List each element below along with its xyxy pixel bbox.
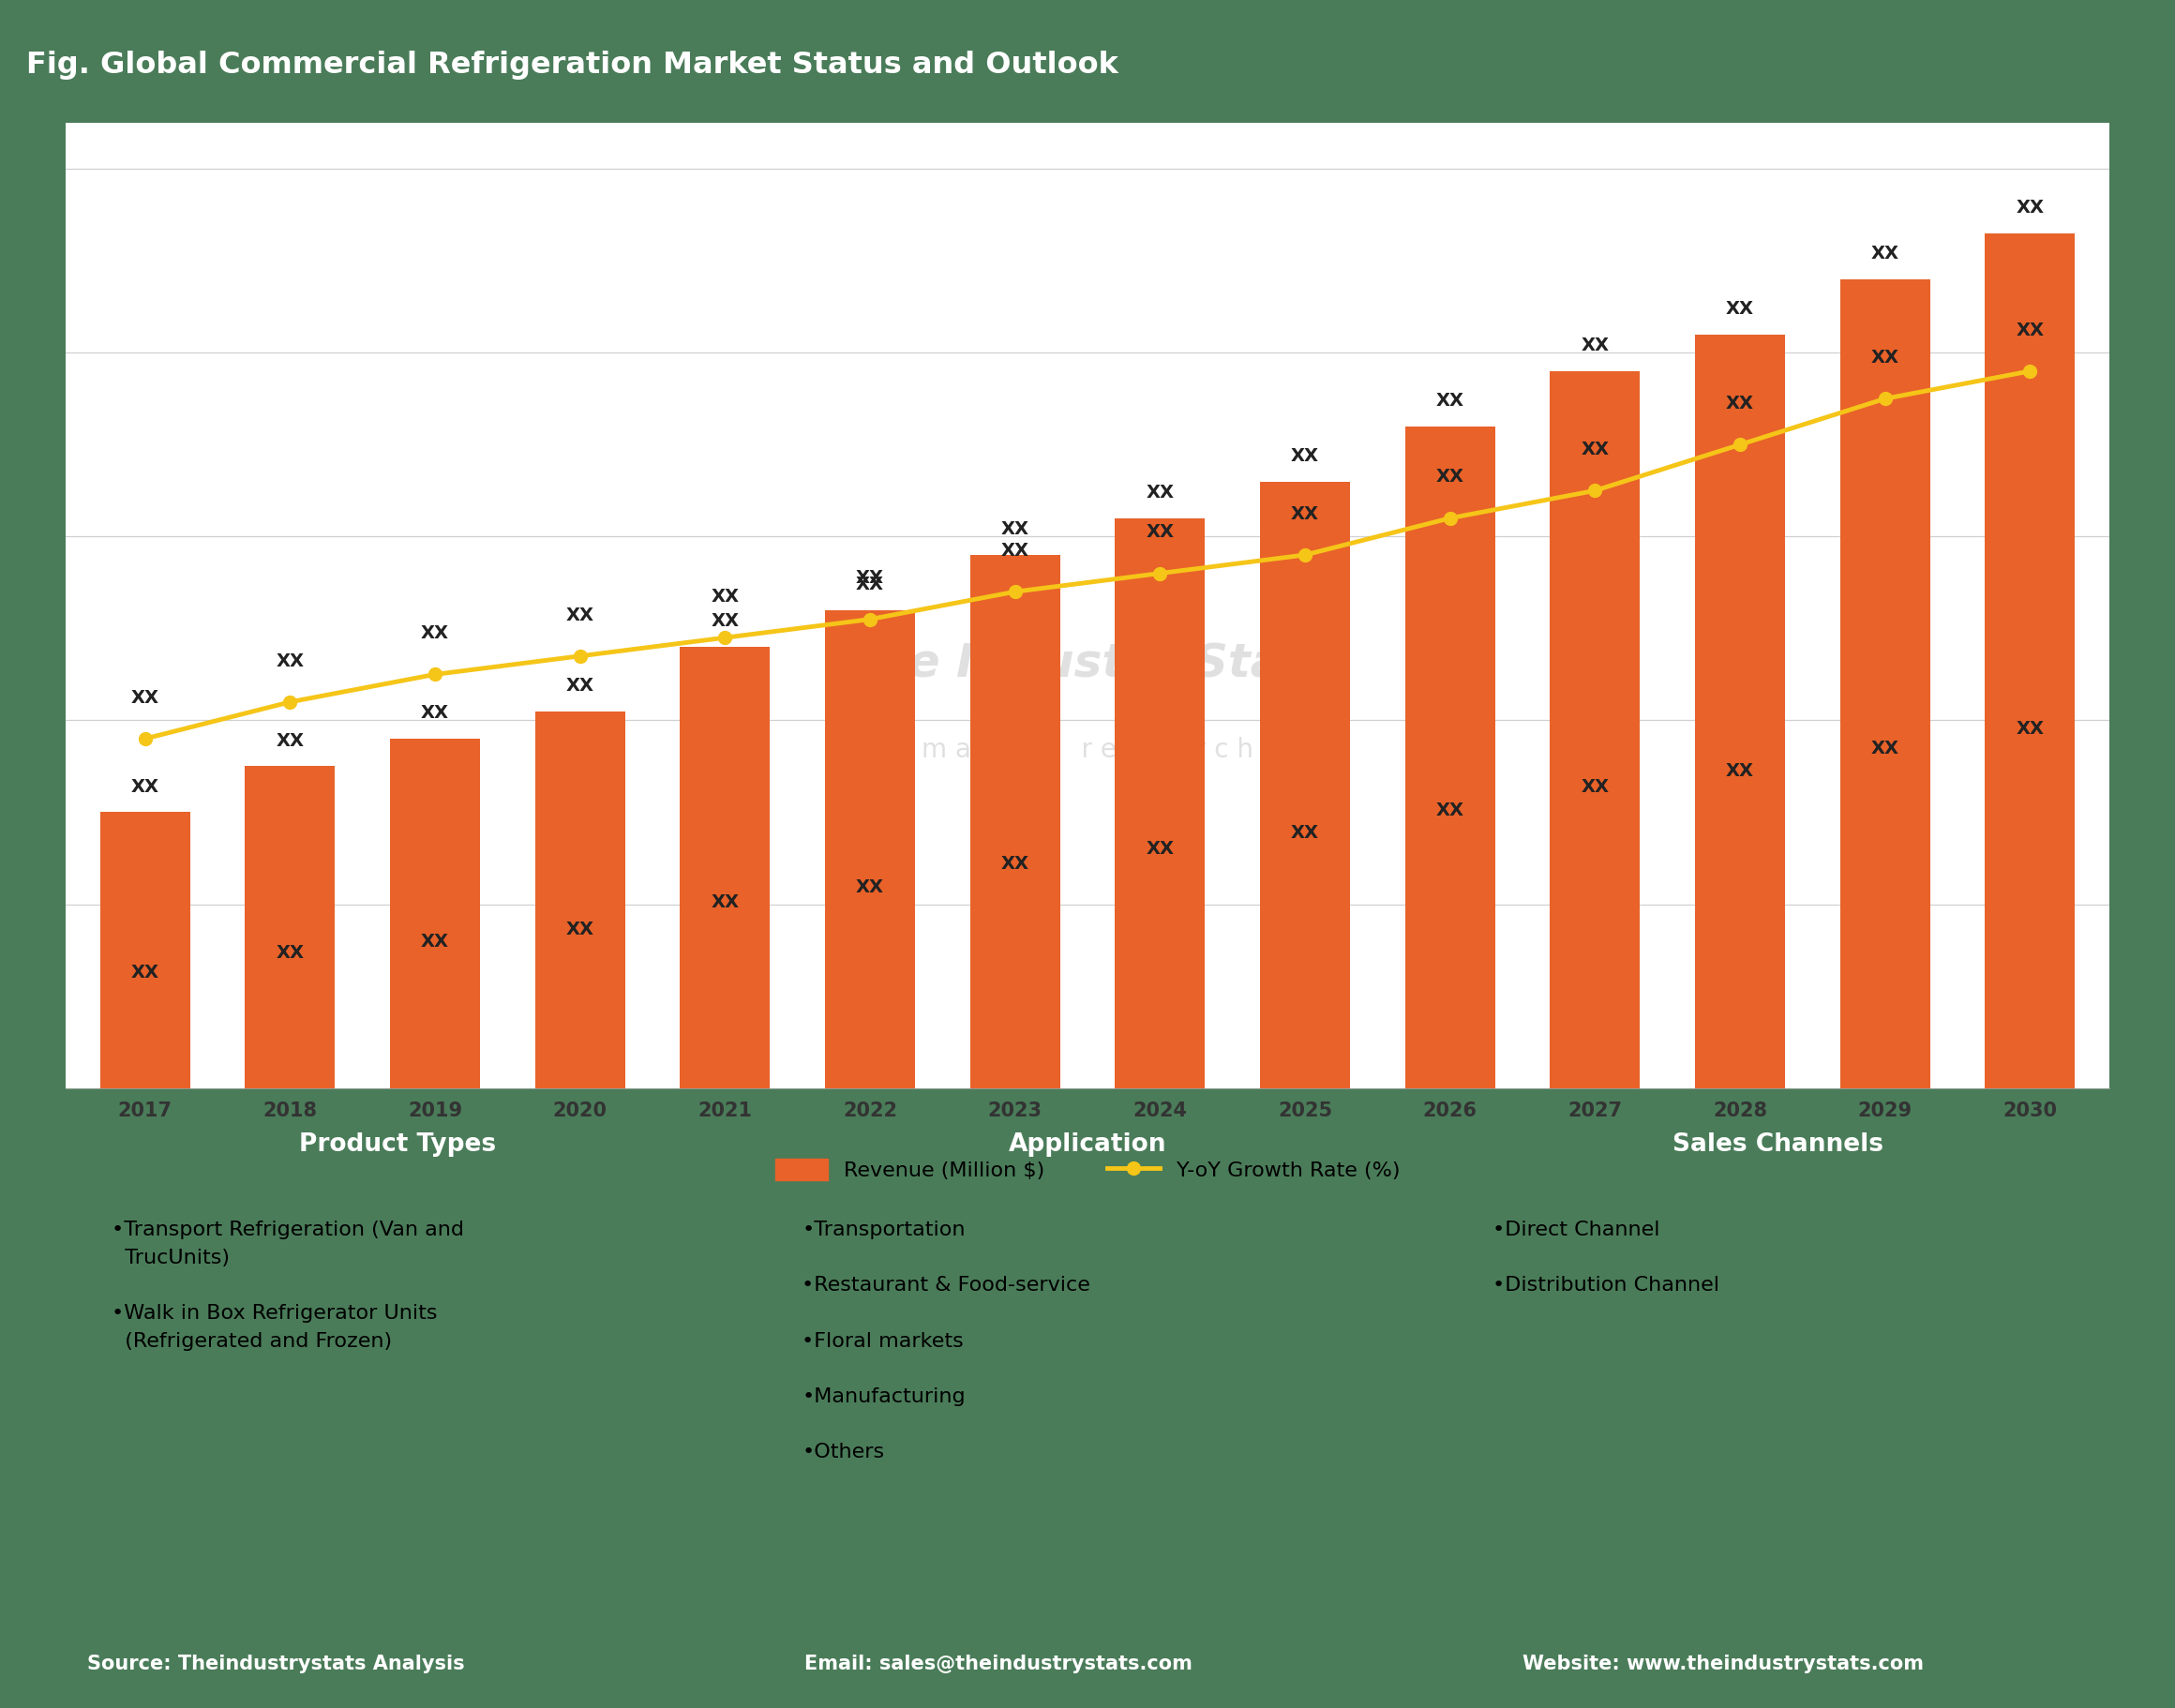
Text: XX: XX xyxy=(130,777,159,796)
Text: XX: XX xyxy=(1000,521,1029,538)
Bar xyxy=(1840,278,1929,1088)
Text: XX: XX xyxy=(130,963,159,980)
Text: XX: XX xyxy=(1146,840,1175,857)
Text: XX: XX xyxy=(1146,483,1175,502)
Text: XX: XX xyxy=(1581,441,1610,458)
Text: XX: XX xyxy=(1436,468,1464,487)
Text: XX: XX xyxy=(566,921,594,939)
Text: XX: XX xyxy=(566,606,594,623)
Text: XX: XX xyxy=(1436,801,1464,818)
Text: XX: XX xyxy=(857,569,883,588)
Bar xyxy=(389,740,481,1088)
Text: XX: XX xyxy=(1292,506,1318,523)
Text: XX: XX xyxy=(1870,348,1899,367)
Bar xyxy=(246,767,335,1088)
Text: XX: XX xyxy=(711,613,740,630)
Bar xyxy=(1405,427,1494,1088)
Text: Email: sales@theindustrystats.com: Email: sales@theindustrystats.com xyxy=(805,1655,1192,1672)
Bar xyxy=(1986,234,2075,1088)
Text: XX: XX xyxy=(1727,762,1753,781)
Text: XX: XX xyxy=(1436,391,1464,410)
Text: XX: XX xyxy=(276,945,304,962)
Text: XX: XX xyxy=(2016,198,2045,217)
Bar xyxy=(970,555,1059,1088)
Text: XX: XX xyxy=(130,688,159,707)
Text: XX: XX xyxy=(566,676,594,695)
Text: XX: XX xyxy=(276,652,304,670)
Text: XX: XX xyxy=(1000,856,1029,873)
Text: XX: XX xyxy=(1727,301,1753,318)
Text: XX: XX xyxy=(422,933,448,950)
Text: XX: XX xyxy=(857,576,883,594)
Text: XX: XX xyxy=(1146,523,1175,541)
Text: The Industry Stats: The Industry Stats xyxy=(842,640,1333,687)
Text: XX: XX xyxy=(1292,447,1318,465)
Bar xyxy=(1116,518,1205,1088)
Text: •Transportation

•Restaurant & Food-service

•Floral markets

•Manufacturing

•O: •Transportation •Restaurant & Food-servi… xyxy=(803,1221,1090,1462)
Bar xyxy=(1551,371,1640,1088)
Text: XX: XX xyxy=(1581,779,1610,796)
Text: XX: XX xyxy=(1000,541,1029,560)
Bar xyxy=(824,610,916,1088)
Bar xyxy=(1259,482,1351,1088)
Text: XX: XX xyxy=(1581,336,1610,355)
Text: XX: XX xyxy=(711,588,740,606)
Text: •Direct Channel

•Distribution Channel: •Direct Channel •Distribution Channel xyxy=(1492,1221,1718,1295)
Bar xyxy=(681,647,770,1088)
Text: XX: XX xyxy=(422,704,448,722)
Text: Product Types: Product Types xyxy=(298,1132,496,1156)
Text: Fig. Global Commercial Refrigeration Market Status and Outlook: Fig. Global Commercial Refrigeration Mar… xyxy=(26,50,1118,79)
Text: •Transport Refrigeration (Van and
  TrucUnits)

•Walk in Box Refrigerator Units
: •Transport Refrigeration (Van and TrucUn… xyxy=(111,1221,463,1351)
Bar xyxy=(535,711,624,1088)
Text: XX: XX xyxy=(1870,740,1899,757)
Text: XX: XX xyxy=(1727,395,1753,413)
Text: m a r k e t   r e s e a r c h: m a r k e t r e s e a r c h xyxy=(922,738,1253,763)
Text: Application: Application xyxy=(1009,1132,1166,1156)
Text: XX: XX xyxy=(2016,721,2045,738)
Bar xyxy=(100,813,189,1088)
Text: Website: www.theindustrystats.com: Website: www.theindustrystats.com xyxy=(1522,1655,1923,1672)
Text: XX: XX xyxy=(422,625,448,642)
Text: XX: XX xyxy=(857,878,883,897)
Bar xyxy=(1694,335,1786,1088)
Text: Source: Theindustrystats Analysis: Source: Theindustrystats Analysis xyxy=(87,1655,465,1672)
Text: XX: XX xyxy=(2016,321,2045,338)
Legend: Revenue (Million $), Y-oY Growth Rate (%): Revenue (Million $), Y-oY Growth Rate (%… xyxy=(768,1151,1407,1189)
Text: XX: XX xyxy=(1292,825,1318,842)
Text: XX: XX xyxy=(276,733,304,750)
Text: Sales Channels: Sales Channels xyxy=(1673,1132,1884,1156)
Text: XX: XX xyxy=(1870,244,1899,263)
Text: XX: XX xyxy=(711,893,740,912)
